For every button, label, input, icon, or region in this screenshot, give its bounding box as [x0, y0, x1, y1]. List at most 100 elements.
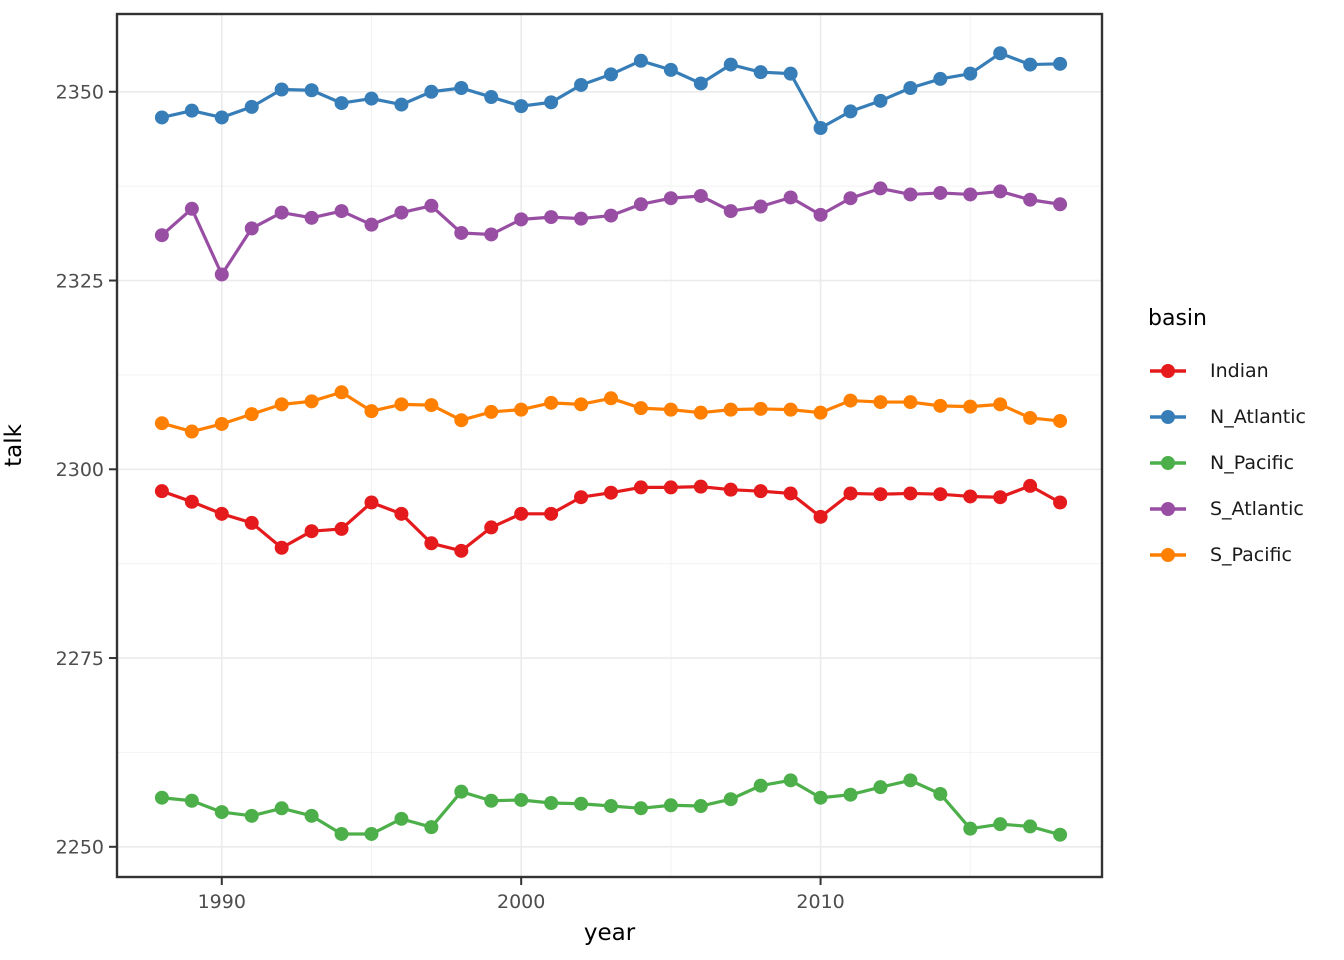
data-point-s_pacific — [514, 402, 529, 417]
data-point-n_atlantic — [394, 97, 409, 112]
data-point-indian — [574, 490, 589, 505]
legend: basin Indian N_Atlantic N_Pacific — [1128, 306, 1344, 578]
panel-background — [117, 14, 1102, 877]
data-point-n_atlantic — [1053, 56, 1068, 71]
data-point-s_atlantic — [783, 190, 798, 205]
data-point-n_pacific — [1053, 827, 1068, 842]
data-point-s_atlantic — [963, 187, 978, 202]
data-point-s_pacific — [933, 398, 948, 413]
data-point-n_pacific — [544, 796, 559, 811]
data-point-n_pacific — [574, 796, 589, 811]
data-point-indian — [693, 479, 708, 494]
data-point-s_pacific — [184, 424, 199, 439]
data-point-n_atlantic — [753, 65, 768, 80]
data-point-n_atlantic — [484, 90, 499, 105]
data-point-s_atlantic — [214, 267, 229, 282]
y-axis-title: talk — [1, 424, 27, 467]
legend-item-n-pacific: N_Pacific — [1128, 440, 1344, 486]
data-point-s_pacific — [304, 394, 319, 409]
data-point-s_atlantic — [514, 212, 529, 227]
data-point-s_atlantic — [663, 191, 678, 206]
data-point-s_atlantic — [454, 225, 469, 240]
data-point-s_atlantic — [693, 188, 708, 203]
data-point-s_pacific — [993, 397, 1008, 412]
data-point-indian — [753, 484, 768, 499]
data-point-indian — [274, 540, 289, 555]
data-point-s_pacific — [903, 395, 918, 410]
data-point-s_pacific — [663, 402, 678, 417]
data-point-n_atlantic — [693, 76, 708, 91]
data-point-n_pacific — [663, 798, 678, 813]
panel-border-rect — [115, 12, 1104, 879]
data-point-indian — [843, 486, 858, 501]
legend-key-icon — [1150, 410, 1186, 425]
data-point-n_atlantic — [963, 66, 978, 81]
data-point-s_pacific — [603, 391, 618, 406]
data-point-n_pacific — [933, 786, 948, 801]
data-point-s_atlantic — [993, 184, 1008, 199]
data-point-n_pacific — [843, 787, 858, 802]
data-point-indian — [454, 543, 469, 558]
data-point-s_pacific — [484, 404, 499, 419]
y-tick-label: 2300 — [56, 459, 104, 481]
data-point-n_atlantic — [813, 121, 828, 136]
data-point-indian — [364, 495, 379, 510]
data-point-s_atlantic — [1023, 192, 1038, 207]
data-point-s_pacific — [873, 395, 888, 410]
data-point-n_atlantic — [544, 95, 559, 110]
legend-key-icon — [1150, 456, 1186, 471]
data-point-s_pacific — [753, 401, 768, 416]
data-point-s_pacific — [574, 397, 589, 412]
y-tick-label: 2350 — [56, 82, 104, 104]
data-point-s_atlantic — [753, 199, 768, 214]
data-point-indian — [663, 480, 678, 495]
data-point-n_atlantic — [184, 103, 199, 118]
legend-title: basin — [1148, 306, 1207, 331]
data-point-s_atlantic — [574, 211, 589, 226]
data-point-n_pacific — [484, 793, 499, 808]
data-point-indian — [484, 520, 499, 535]
data-point-indian — [154, 484, 169, 499]
data-point-n_pacific — [334, 826, 349, 841]
data-point-s_atlantic — [424, 198, 439, 213]
legend-label: N_Pacific — [1210, 452, 1295, 475]
data-point-n_pacific — [364, 826, 379, 841]
data-point-n_pacific — [723, 792, 738, 807]
legend-label: N_Atlantic — [1210, 406, 1306, 429]
x-axis-title: year — [583, 920, 636, 946]
data-point-s_pacific — [364, 404, 379, 419]
x-tick-label: 1990 — [198, 891, 246, 913]
data-point-n_pacific — [184, 793, 199, 808]
data-point-n_pacific — [1023, 819, 1038, 834]
legend-label: S_Pacific — [1210, 544, 1292, 567]
y-tick-label: 2250 — [56, 837, 104, 859]
data-point-s_pacific — [214, 416, 229, 431]
data-point-n_atlantic — [993, 46, 1008, 61]
data-point-s_atlantic — [544, 210, 559, 225]
data-point-indian — [1023, 478, 1038, 493]
data-point-n_pacific — [244, 808, 259, 823]
data-point-s_pacific — [963, 399, 978, 414]
data-point-n_atlantic — [574, 77, 589, 92]
data-point-n_pacific — [394, 811, 409, 826]
data-point-s_pacific — [424, 398, 439, 413]
data-point-indian — [424, 536, 439, 551]
legend-key-icon — [1150, 502, 1186, 517]
data-point-n_pacific — [753, 778, 768, 793]
x-tick-label: 2000 — [497, 891, 545, 913]
data-point-indian — [873, 487, 888, 502]
legend-item-s-atlantic: S_Atlantic — [1128, 486, 1344, 532]
y-tick-label: 2275 — [56, 648, 104, 670]
data-point-s_atlantic — [723, 204, 738, 219]
legend-key-icon — [1150, 548, 1186, 563]
data-point-n_pacific — [514, 792, 529, 807]
data-point-n_atlantic — [903, 80, 918, 95]
data-point-n_atlantic — [633, 53, 648, 68]
data-point-n_pacific — [304, 808, 319, 823]
data-point-s_pacific — [544, 395, 559, 410]
data-point-n_atlantic — [603, 67, 618, 82]
data-point-s_atlantic — [933, 185, 948, 200]
data-point-n_atlantic — [274, 82, 289, 97]
data-point-indian — [723, 482, 738, 497]
